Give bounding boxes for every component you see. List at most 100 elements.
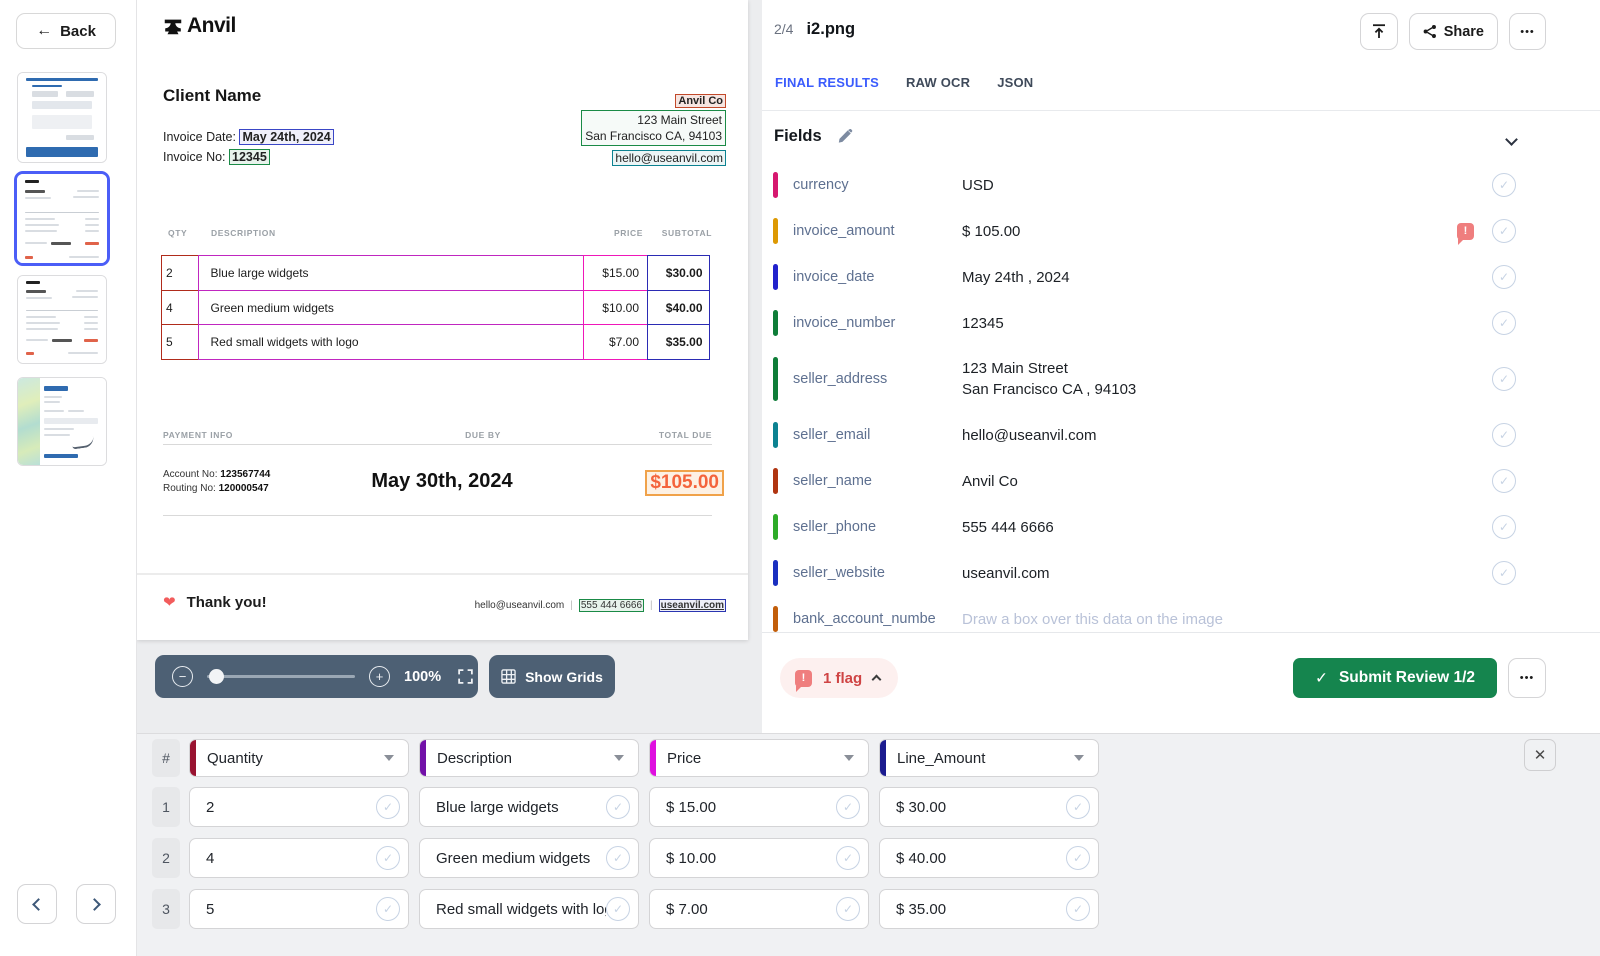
approve-check-button[interactable]: ✓ [376, 897, 400, 921]
item-qty-annotation[interactable]: 5 [161, 324, 199, 360]
approve-check-button[interactable]: ✓ [1492, 265, 1516, 289]
item-desc-annotation[interactable]: Green medium widgets [197, 289, 585, 326]
page-thumbnail-2-selected[interactable] [14, 171, 110, 266]
seller-name-annotation[interactable]: Anvil Co [675, 94, 726, 108]
zoom-in-button[interactable]: + [369, 666, 390, 687]
field-value[interactable]: hello@useanvil.com [962, 426, 1097, 444]
approve-check-button[interactable]: ✓ [606, 897, 630, 921]
show-grids-button[interactable]: Show Grids [489, 655, 615, 698]
column-select-description[interactable]: Description [419, 739, 639, 777]
invoice-date-annotation[interactable]: May 24th, 2024 [239, 129, 334, 145]
field-row-currency[interactable]: currency USD ✓ [762, 162, 1600, 208]
grid-cell[interactable]: $ 40.00 ✓ [879, 838, 1099, 878]
export-button[interactable] [1359, 13, 1398, 50]
zoom-out-button[interactable]: − [172, 666, 193, 687]
grid-cell[interactable]: 4 ✓ [189, 838, 409, 878]
fields-collapse-toggle[interactable] [1505, 131, 1518, 149]
field-value[interactable]: 123 Main Street San Francisco CA , 94103 [962, 358, 1136, 400]
page-thumbnail-3[interactable] [17, 275, 107, 364]
approve-check-button[interactable]: ✓ [836, 795, 860, 819]
item-subtotal-annotation[interactable]: $35.00 [646, 324, 710, 360]
field-placeholder[interactable]: Draw a box over this data on the image [962, 610, 1223, 628]
page-thumbnail-4[interactable] [17, 377, 107, 466]
field-row-seller-name[interactable]: seller_name Anvil Co ✓ [762, 458, 1600, 504]
zoom-slider-thumb[interactable] [209, 669, 224, 684]
seller-address-annotation[interactable]: 123 Main Street San Francisco CA, 94103 [581, 110, 726, 146]
approve-check-button[interactable]: ✓ [1492, 173, 1516, 197]
approve-check-button[interactable]: ✓ [1492, 219, 1516, 243]
grid-cell[interactable]: $ 35.00 ✓ [879, 889, 1099, 929]
field-row-bank-account-number[interactable]: bank_account_numbe Draw a box over this … [762, 596, 1600, 632]
item-price-annotation[interactable]: $7.00 [583, 324, 648, 360]
column-select-line-amount[interactable]: Line_Amount [879, 739, 1099, 777]
footer-more-options-button[interactable]: ••• [1508, 658, 1546, 698]
approve-check-button[interactable]: ✓ [376, 846, 400, 870]
footer-website-annotation[interactable]: useanvil.com [658, 599, 726, 612]
field-value[interactable]: 555 444 6666 [962, 518, 1054, 536]
total-due-annotation[interactable]: $105.00 [645, 470, 724, 496]
approve-check-button[interactable]: ✓ [376, 795, 400, 819]
field-row-seller-phone[interactable]: seller_phone 555 444 6666 ✓ [762, 504, 1600, 550]
column-select-price[interactable]: Price [649, 739, 869, 777]
close-grid-button[interactable]: ✕ [1524, 739, 1556, 771]
page-thumbnail-1[interactable] [17, 72, 107, 163]
grid-cell[interactable]: 2 ✓ [189, 787, 409, 827]
field-row-seller-address[interactable]: seller_address 123 Main Street San Franc… [762, 346, 1600, 412]
approve-check-button[interactable]: ✓ [1066, 846, 1090, 870]
field-row-invoice-number[interactable]: invoice_number 12345 ✓ [762, 300, 1600, 346]
zoom-slider[interactable] [207, 669, 355, 684]
approve-check-button[interactable]: ✓ [1492, 469, 1516, 493]
grid-cell[interactable]: $ 30.00 ✓ [879, 787, 1099, 827]
item-subtotal-annotation[interactable]: $30.00 [646, 255, 710, 291]
footer-phone-annotation[interactable]: 555 444 6666 [578, 599, 645, 612]
approve-check-button[interactable]: ✓ [1492, 561, 1516, 585]
item-subtotal-annotation[interactable]: $40.00 [646, 289, 710, 326]
approve-check-button[interactable]: ✓ [1492, 423, 1516, 447]
column-select-quantity[interactable]: Quantity [189, 739, 409, 777]
tab-raw-ocr[interactable]: RAW OCR [905, 75, 971, 90]
tab-final-results[interactable]: FINAL RESULTS [775, 75, 879, 90]
seller-email-annotation[interactable]: hello@useanvil.com [612, 150, 726, 166]
invoice-no-annotation[interactable]: 12345 [229, 149, 270, 165]
edit-pencil-icon[interactable] [837, 128, 853, 145]
item-price-annotation[interactable]: $10.00 [583, 289, 648, 326]
tab-json[interactable]: JSON [997, 75, 1034, 90]
item-price-annotation[interactable]: $15.00 [583, 255, 648, 291]
next-page-button[interactable] [76, 884, 116, 924]
grid-cell[interactable]: 5 ✓ [189, 889, 409, 929]
field-value[interactable]: May 24th , 2024 [962, 268, 1070, 286]
approve-check-button[interactable]: ✓ [1492, 367, 1516, 391]
field-row-invoice-date[interactable]: invoice_date May 24th , 2024 ✓ [762, 254, 1600, 300]
field-value[interactable]: useanvil.com [962, 564, 1050, 582]
field-row-invoice-amount[interactable]: invoice_amount $ 105.00 ! ✓ [762, 208, 1600, 254]
share-button[interactable]: Share [1408, 13, 1498, 50]
approve-check-button[interactable]: ✓ [606, 846, 630, 870]
approve-check-button[interactable]: ✓ [836, 846, 860, 870]
more-options-button[interactable]: ••• [1509, 13, 1546, 50]
field-value[interactable]: Anvil Co [962, 472, 1018, 490]
flags-summary-button[interactable]: ! 1 flag [780, 658, 899, 698]
prev-page-button[interactable] [17, 884, 57, 924]
grid-cell[interactable]: Red small widgets with logo ✓ [419, 889, 639, 929]
grid-cell[interactable]: Green medium widgets ✓ [419, 838, 639, 878]
field-value[interactable]: USD [962, 176, 994, 194]
approve-check-button[interactable]: ✓ [1492, 515, 1516, 539]
grid-cell[interactable]: $ 10.00 ✓ [649, 838, 869, 878]
approve-check-button[interactable]: ✓ [1066, 897, 1090, 921]
item-qty-annotation[interactable]: 2 [161, 255, 199, 291]
field-value[interactable]: $ 105.00 [962, 222, 1021, 240]
approve-check-button[interactable]: ✓ [1492, 311, 1516, 335]
approve-check-button[interactable]: ✓ [606, 795, 630, 819]
invoice-document[interactable]: Anvil Client Name Invoice Date: May 24th… [137, 0, 748, 640]
approve-check-button[interactable]: ✓ [1066, 795, 1090, 819]
fullscreen-icon[interactable] [457, 668, 474, 685]
field-value[interactable]: 12345 [962, 314, 1004, 332]
grid-cell[interactable]: $ 7.00 ✓ [649, 889, 869, 929]
field-row-seller-email[interactable]: seller_email hello@useanvil.com ✓ [762, 412, 1600, 458]
item-desc-annotation[interactable]: Blue large widgets [197, 255, 585, 291]
flag-icon[interactable]: ! [1457, 222, 1474, 245]
approve-check-button[interactable]: ✓ [836, 897, 860, 921]
grid-cell[interactable]: $ 15.00 ✓ [649, 787, 869, 827]
grid-cell[interactable]: Blue large widgets ✓ [419, 787, 639, 827]
submit-review-button[interactable]: ✓ Submit Review 1/2 [1293, 658, 1497, 698]
